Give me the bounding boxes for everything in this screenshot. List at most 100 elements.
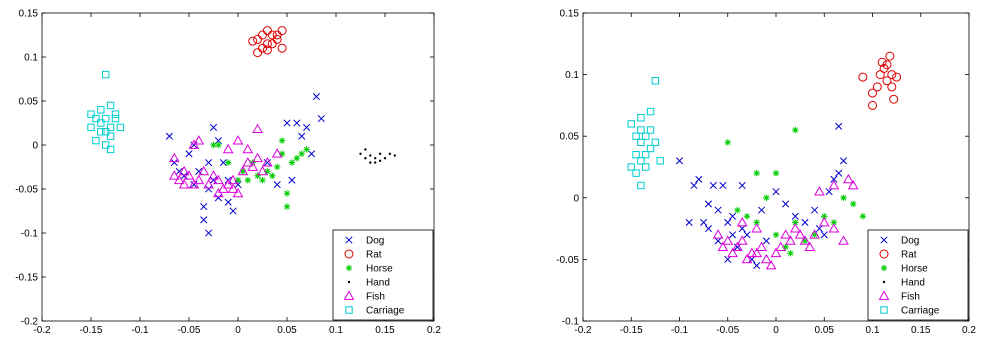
data-point-carriage (646, 107, 655, 116)
data-point-fish (741, 253, 753, 264)
data-point-dog (757, 206, 766, 214)
y-tick-label: -0.05 (15, 185, 38, 196)
data-point-fish (247, 161, 259, 171)
data-point-horse (288, 159, 296, 166)
data-point-dog (214, 194, 222, 202)
data-point-carriage (651, 77, 660, 85)
data-point-fish (203, 179, 214, 189)
data-point-fish (183, 170, 195, 180)
data-point-carriage (87, 123, 95, 132)
data-point-fish (838, 235, 849, 245)
x-tick-label: 0.1 (866, 325, 880, 336)
y-tick-label: 0.05 (560, 132, 580, 143)
x-tick-label: -0.2 (33, 325, 51, 336)
series-carriage (627, 77, 664, 190)
data-point-carriage (632, 150, 640, 159)
legend-marker-fish (878, 290, 890, 300)
data-point-fish (814, 186, 825, 196)
data-point-horse (225, 159, 232, 166)
data-point-dog (205, 229, 213, 237)
data-point-fish (828, 223, 840, 233)
data-point-carriage (87, 110, 95, 118)
legend-label-horse: Horse (901, 264, 928, 275)
data-point-dog (190, 141, 198, 149)
data-point-carriage (646, 144, 655, 153)
data-point-dog (714, 237, 722, 245)
y-tick-label: 0.15 (19, 9, 39, 20)
data-point-carriage (106, 145, 115, 154)
data-point-dog (709, 181, 717, 190)
data-point-carriage (106, 132, 115, 140)
legend-marker-horse (345, 264, 353, 272)
legend: Dog Rat Horse Hand Fish Carriage (867, 229, 969, 321)
data-point-carriage (97, 119, 105, 127)
data-point-hand (374, 157, 377, 160)
data-point-dog (801, 218, 809, 226)
data-point-fish (178, 179, 190, 189)
data-point-fish (794, 229, 806, 239)
data-point-fish (222, 143, 234, 154)
series-fish (712, 173, 859, 270)
data-point-dog (307, 150, 316, 158)
data-point-horse (259, 177, 266, 184)
data-point-dog (273, 181, 281, 189)
data-point-horse (283, 203, 291, 210)
data-point-fish (227, 174, 239, 185)
data-point-fish (751, 247, 763, 258)
data-point-carriage (656, 157, 664, 165)
x-tick-label: 0.05 (277, 325, 297, 336)
data-point-fish (770, 247, 782, 258)
data-point-fish (173, 174, 185, 185)
x-tick-label: -0.15 (620, 325, 643, 336)
data-point-horse (859, 213, 867, 220)
data-point-fish (751, 223, 763, 233)
data-point-dog (738, 181, 746, 190)
data-point-dog (825, 188, 833, 196)
data-point-carriage (642, 150, 650, 159)
data-point-horse (724, 139, 731, 146)
legend-marker-rat (879, 249, 889, 259)
data-point-fish (168, 170, 180, 180)
data-point-horse (215, 141, 222, 149)
data-point-rat (887, 70, 897, 80)
data-point-carriage (642, 163, 650, 171)
data-point-fish (208, 170, 219, 180)
data-point-dog (195, 167, 203, 175)
data-point-hand (364, 148, 367, 151)
data-point-dog (839, 157, 848, 165)
data-point-fish (198, 165, 210, 176)
legend-marker-dog (880, 236, 888, 244)
data-point-dog (782, 200, 790, 208)
data-point-fish (809, 229, 820, 239)
data-point-dog (303, 123, 311, 131)
data-point-dog (811, 206, 819, 214)
data-point-horse (244, 177, 251, 184)
data-point-dog (219, 159, 227, 167)
y-tick-label: -0.2 (21, 317, 39, 328)
data-point-dog (190, 181, 198, 189)
data-point-fish (736, 235, 748, 245)
legend-label-horse: Horse (366, 264, 393, 275)
data-point-fish (232, 187, 244, 198)
data-point-horse (772, 231, 780, 238)
data-point-rat (885, 51, 895, 61)
data-point-horse (254, 172, 261, 179)
x-tick-label: 0.05 (815, 325, 835, 336)
data-point-fish (843, 173, 854, 184)
legend-box (332, 229, 434, 321)
data-point-rat (272, 30, 282, 40)
data-point-horse (840, 194, 847, 201)
data-point-carriage (642, 132, 650, 140)
data-point-carriage (97, 106, 105, 114)
legend-box (867, 229, 969, 321)
data-point-horse (283, 190, 291, 197)
legend-label-fish: Fish (901, 292, 920, 303)
data-point-carriage (102, 128, 110, 136)
data-point-carriage (637, 114, 645, 122)
data-point-carriage (111, 110, 120, 118)
data-point-rat (858, 72, 868, 82)
data-point-rat (882, 76, 892, 86)
data-point-horse (772, 169, 780, 177)
data-point-dog (165, 132, 173, 140)
